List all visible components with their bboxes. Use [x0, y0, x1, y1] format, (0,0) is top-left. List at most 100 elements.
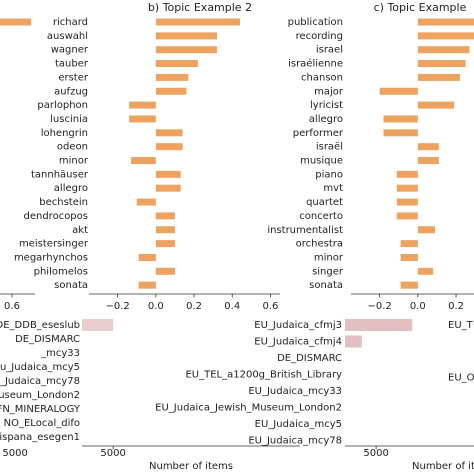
y-tick-label: israel	[316, 45, 343, 56]
bar	[155, 129, 183, 137]
bar	[155, 170, 181, 178]
y-tick-label: EU_TEL_a1200g_British_Library	[185, 370, 342, 381]
bar	[417, 157, 439, 164]
y-tick-label: philomelos	[34, 266, 88, 277]
y-tick-label: DE_DISMARC	[277, 353, 342, 364]
bar	[155, 212, 175, 220]
x-tick-label: 5000	[2, 448, 27, 459]
bar	[400, 253, 418, 261]
x-tick-label: −0.2	[106, 301, 130, 312]
y-tick-label: NO_ELocal_difo	[4, 418, 80, 429]
y-tick-label: lyricist	[310, 100, 343, 111]
x-tick-label: 5000	[100, 448, 125, 459]
bar	[131, 157, 156, 164]
bar	[155, 46, 217, 54]
x-tick-label: 0.6	[262, 301, 278, 312]
bar	[396, 212, 418, 220]
y-tick-label: EU_Judaica_Jewish_Museum_London2	[155, 403, 342, 414]
bar	[155, 87, 187, 95]
y-tick-label: instrumentalist	[267, 225, 343, 236]
x-tick-label: 0.4	[224, 301, 240, 312]
y-tick-label: publication	[288, 17, 343, 28]
y-tick-label: EU_Op	[448, 373, 474, 384]
y-tick-label: EU_Judaica_cfmj3	[254, 320, 342, 331]
chart-title: b) Topic Example 2	[148, 1, 252, 14]
y-tick-label: dendrocopos	[24, 211, 89, 222]
y-tick-label: aufzug	[54, 86, 88, 97]
y-tick-label: meistersinger	[19, 239, 89, 250]
y-tick-label: u_Judaica_mcy78	[0, 376, 80, 387]
y-tick-label: minor	[59, 156, 89, 167]
y-tick-label: Museum_London2	[0, 390, 80, 401]
y-tick-label: tauber	[55, 59, 89, 70]
x-tick-label: 0.6	[4, 301, 20, 312]
bar	[396, 198, 418, 206]
x-tick-label: −0.2	[368, 301, 392, 312]
y-tick-label: megarhynchos	[14, 252, 88, 263]
y-tick-label: erster	[58, 72, 89, 83]
bar	[417, 267, 434, 275]
y-tick-label: EU_Judaica_mcy78	[248, 436, 342, 447]
y-tick-label: singer	[312, 266, 344, 277]
y-tick-label: _mcy33	[40, 348, 80, 359]
bar	[155, 267, 175, 275]
bar	[396, 170, 418, 178]
x-axis-label: Number of items	[412, 461, 474, 472]
y-tick-label: wagner	[51, 45, 89, 56]
bar	[379, 87, 418, 95]
y-tick-label: chanson	[301, 72, 343, 83]
x-axis-label: Number of items	[149, 461, 233, 472]
y-tick-label: orchestra	[296, 239, 343, 250]
x-tick-label: 5000	[363, 448, 388, 459]
bar	[417, 101, 455, 109]
y-tick-label: akt	[72, 225, 88, 236]
y-tick-label: tannhäuser	[31, 169, 89, 180]
y-tick-label: DE_DDB_eseslub	[0, 320, 80, 331]
y-tick-label: performer	[293, 128, 344, 139]
bar	[417, 32, 474, 40]
bar	[417, 143, 439, 151]
bar	[82, 319, 114, 331]
bar	[138, 281, 156, 289]
y-tick-label: israël	[316, 142, 343, 153]
y-tick-label: auswahl	[47, 31, 88, 42]
y-tick-label: richard	[53, 17, 88, 28]
bar	[155, 18, 240, 26]
bar	[129, 101, 156, 109]
y-tick-label: FN_MINERALOGY	[0, 404, 81, 415]
x-tick-label: 0.2	[448, 301, 464, 312]
bar	[129, 115, 156, 123]
y-tick-label: EU_Judaica_mcy33	[248, 386, 342, 397]
x-tick-label: 0.0	[410, 301, 426, 312]
bar	[155, 73, 189, 81]
bar	[417, 60, 466, 68]
y-tick-label: DE_DISMARC	[15, 334, 80, 345]
bar	[0, 18, 32, 26]
y-tick-label: sonata	[309, 280, 343, 291]
bar	[155, 143, 183, 151]
bar	[345, 335, 362, 348]
y-tick-label: major	[314, 86, 344, 97]
bar	[383, 115, 418, 123]
y-tick-label: minor	[314, 252, 344, 263]
bar	[383, 129, 418, 137]
y-tick-label: allegro	[54, 183, 88, 194]
y-tick-label: bechstein	[39, 197, 88, 208]
x-tick-label: 0.2	[186, 301, 202, 312]
y-tick-label: luscinia	[50, 114, 88, 125]
y-tick-label: ispana_esegen1	[0, 432, 80, 443]
y-tick-label: odeon	[57, 142, 88, 153]
bar	[417, 226, 436, 234]
bar	[345, 319, 413, 331]
chart-title: c) Topic Example	[374, 1, 467, 14]
bar	[396, 184, 418, 192]
bar	[400, 240, 418, 248]
y-tick-label: quartet	[306, 197, 343, 208]
y-tick-label: sonata	[54, 280, 88, 291]
bar	[417, 46, 470, 54]
bar	[400, 281, 418, 289]
bar	[417, 18, 474, 26]
bar	[136, 198, 156, 206]
x-tick-label: 0.0	[148, 301, 164, 312]
